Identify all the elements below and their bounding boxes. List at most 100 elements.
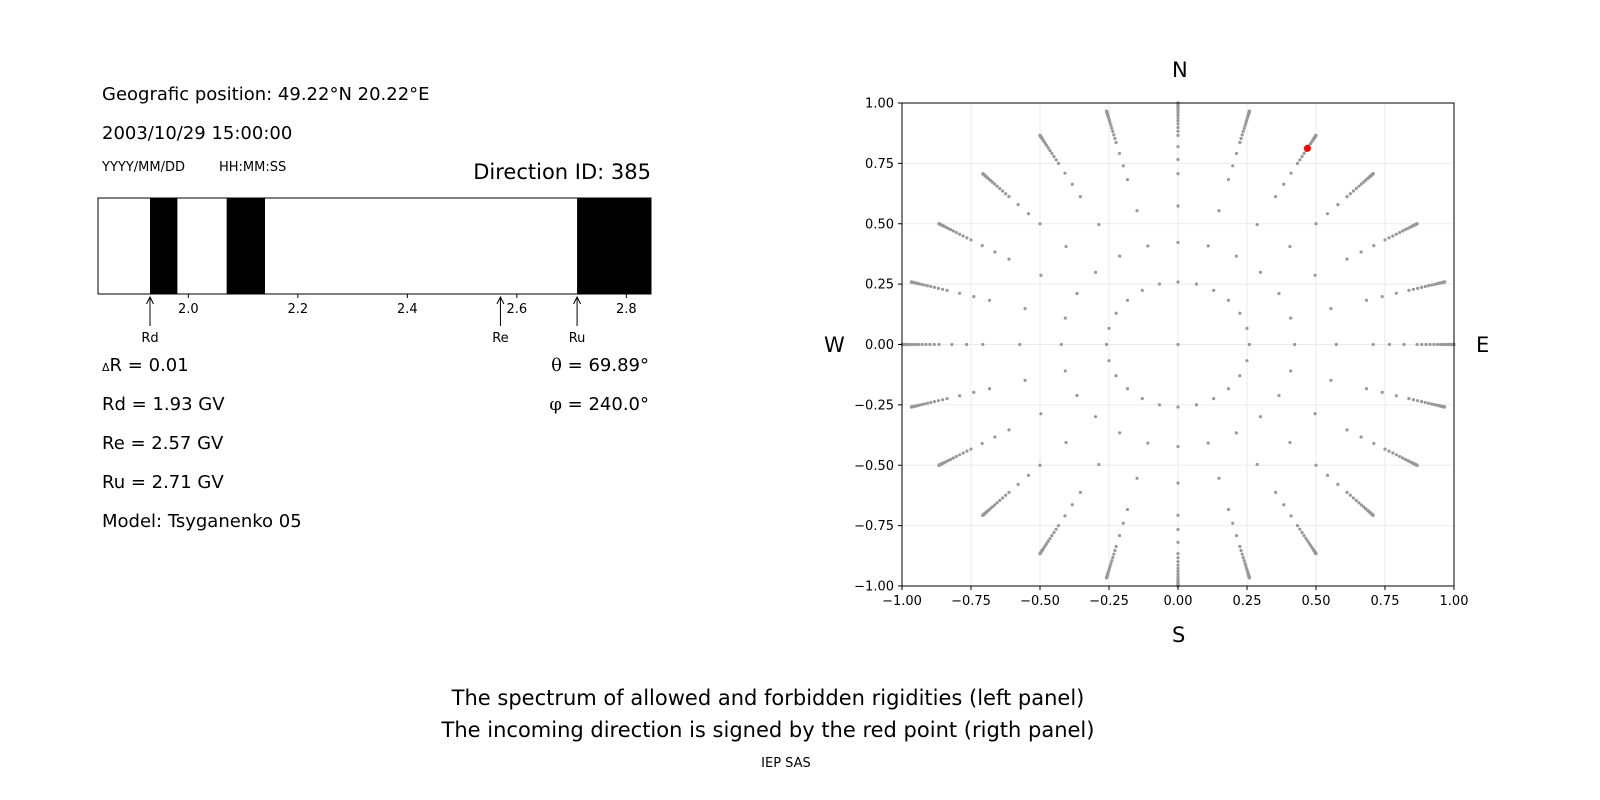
scatter-point — [1288, 244, 1292, 249]
forbidden-band — [577, 198, 651, 294]
direction-id: Direction ID: 385 — [473, 160, 651, 184]
scatter-point — [1052, 530, 1056, 535]
scatter-point — [993, 435, 997, 439]
scatter-point — [1118, 254, 1122, 258]
scatter-point — [1432, 402, 1436, 407]
compass-east: E — [1476, 333, 1490, 357]
scatter-point — [1176, 527, 1180, 532]
y-tick-label: −0.75 — [854, 519, 894, 534]
scatter-point — [1140, 288, 1144, 292]
scatter-point — [1114, 374, 1118, 378]
scatter-point — [1217, 209, 1221, 213]
forbidden-band — [226, 198, 265, 294]
scatter-point — [1234, 151, 1239, 156]
x-tick-label: 2.2 — [288, 302, 309, 317]
scatter-point — [1415, 342, 1419, 347]
scatter-point — [1334, 342, 1338, 347]
scatter-point — [981, 172, 985, 176]
scatter-point — [1302, 151, 1306, 156]
scatter-point — [1420, 342, 1424, 347]
scatter-point — [1401, 229, 1405, 233]
x-tick-label: −0.50 — [1020, 594, 1060, 609]
scatter-point — [1023, 378, 1027, 382]
phi-symbol: φ — [549, 394, 562, 415]
y-tick-label: −0.25 — [854, 398, 894, 413]
scatter-point — [932, 285, 937, 289]
scatter-point — [1121, 521, 1125, 525]
scatter-point — [1176, 569, 1180, 574]
scatter-point — [1064, 440, 1068, 445]
scatter-point — [1398, 454, 1402, 459]
scatter-point — [1245, 359, 1249, 363]
scatter-point — [925, 401, 930, 405]
x-tick-label: −0.25 — [1089, 594, 1129, 609]
delta-symbol: Δ — [102, 361, 110, 374]
scatter-point — [1288, 440, 1292, 445]
scatter-point — [1176, 444, 1180, 449]
scatter-point — [1054, 527, 1058, 531]
scatter-point — [1314, 222, 1318, 226]
scatter-point — [1364, 387, 1369, 391]
scatter-point — [1176, 566, 1180, 571]
scatter-point — [1063, 369, 1067, 373]
scatter-point — [1093, 415, 1098, 419]
x-tick-label: 0.50 — [1302, 594, 1331, 609]
scatter-point — [1212, 288, 1216, 292]
scatter-point — [1314, 552, 1318, 556]
scatter-point — [1429, 402, 1434, 406]
compass-north: N — [1172, 58, 1188, 82]
y-tick-label: 1.00 — [865, 97, 894, 112]
scatter-point — [1026, 212, 1031, 216]
scatter-point — [1258, 270, 1263, 274]
scatter-point — [1007, 257, 1011, 261]
scatter-point — [1226, 387, 1231, 391]
x-tick-label: 0.75 — [1371, 594, 1400, 609]
scatter-point — [1050, 533, 1054, 538]
scatter-point — [1157, 403, 1162, 407]
scatter-point — [1255, 462, 1259, 467]
scatter-point — [1176, 172, 1180, 176]
scatter-point — [1176, 115, 1180, 120]
scatter-point — [969, 238, 973, 242]
scatter-point — [1359, 435, 1363, 439]
scatter-point — [961, 234, 965, 238]
scatter-point — [945, 288, 949, 292]
time-format-label: HH:MM:SS — [219, 160, 287, 175]
scatter-point — [922, 402, 927, 406]
scatter-point — [1435, 342, 1439, 347]
scatter-point — [1372, 441, 1376, 446]
scatter-point — [1176, 572, 1180, 576]
scatter-point — [1423, 400, 1427, 405]
x-tick-label: 1.00 — [1440, 594, 1469, 609]
scatter-point — [1277, 291, 1281, 296]
scatter-point — [911, 342, 915, 347]
scatter-point — [1135, 476, 1139, 480]
scatter-point — [1345, 195, 1349, 199]
scatter-point — [958, 453, 962, 457]
scatter-point — [1038, 552, 1042, 556]
scatter-point — [924, 342, 928, 347]
scatter-point — [1217, 476, 1221, 480]
scatter-point — [969, 447, 973, 451]
scatter-point — [1063, 171, 1067, 175]
scatter-point — [1109, 562, 1113, 566]
scatter-point — [949, 228, 953, 232]
scatter-point — [954, 230, 958, 235]
scatter-point — [1039, 412, 1043, 416]
scatter-point — [1104, 342, 1109, 347]
scatter-point — [987, 387, 992, 391]
scatter-point — [1403, 228, 1407, 232]
scatter-point — [1110, 126, 1114, 130]
scatter-point — [1117, 533, 1122, 538]
delta-r-value: R = 0.01 — [109, 355, 189, 376]
scatter-point — [1000, 496, 1005, 500]
scatter-point — [1234, 431, 1238, 435]
scatter-point — [1176, 157, 1180, 162]
scatter-point — [1243, 562, 1247, 566]
scatter-point — [950, 342, 954, 347]
scatter-point — [937, 463, 941, 467]
scatter-point — [1107, 359, 1111, 363]
scatter-point — [1109, 123, 1113, 127]
scatter-point — [913, 342, 918, 347]
scatter-point — [1380, 390, 1384, 394]
